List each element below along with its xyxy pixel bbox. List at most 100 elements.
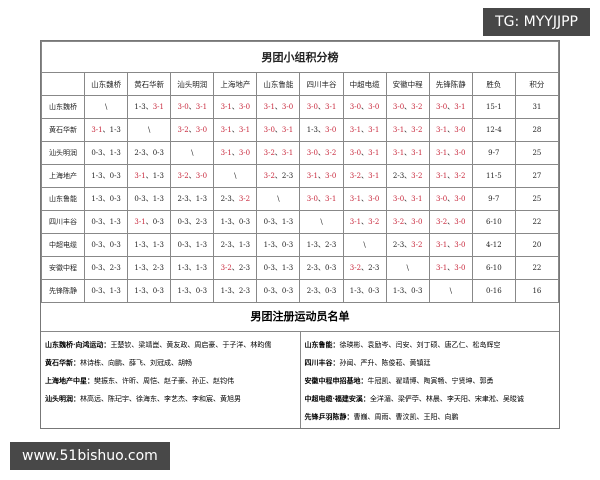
- score: 1-3: [263, 241, 275, 249]
- score: 3-1: [238, 126, 251, 134]
- roster-line: 山东鲁能：徐瑛彬、袁励岑、闫安、刘丁硕、唐乙仁、松岛辉空: [305, 336, 556, 354]
- score: 、: [145, 264, 153, 272]
- score: 0-3: [91, 264, 103, 272]
- score: 、: [361, 218, 369, 226]
- score: 、: [274, 264, 282, 272]
- roster-line: 安徽中程申招基地：牛冠凯、翟靖博、陶寅畅、宁贤坤、郭勇: [305, 372, 556, 390]
- result-cell: 1-3、2-3: [213, 279, 258, 303]
- score: 3-2: [220, 264, 232, 272]
- result-cell: 3-2、3-1: [342, 164, 387, 188]
- column-header: 汕头明润: [170, 72, 215, 96]
- score: 3-1: [220, 103, 232, 111]
- result-cell: \: [213, 164, 258, 188]
- score: 3-0: [306, 103, 318, 111]
- score: 3-1: [411, 149, 423, 157]
- score: 、: [188, 126, 196, 134]
- score: 、: [361, 103, 369, 111]
- score: 、: [188, 241, 196, 249]
- column-header: 胜负: [471, 72, 516, 96]
- roster-title: 男团注册运动员名单: [41, 303, 559, 332]
- score: 、: [404, 287, 412, 295]
- team-row: 安徽中程 0-3、2-3 1-3、2-3 1-3、1-3 3-2、2-3 0-3、1-3 2…: [40, 256, 560, 280]
- score: 2-3: [368, 264, 380, 272]
- result-cell: \: [299, 210, 344, 234]
- score: 、: [318, 264, 325, 272]
- score: 3-1: [411, 195, 423, 203]
- score: 、: [102, 195, 110, 203]
- result-cell: 1-3、3-0: [299, 118, 344, 142]
- score: 、: [231, 218, 239, 226]
- roster-team: 先锋乒羽陈静：: [304, 412, 354, 421]
- score: 3-2: [411, 172, 423, 180]
- result-cell: 3-1、3-0: [428, 233, 473, 257]
- score: 0-3: [263, 218, 275, 226]
- score: 3-0: [263, 126, 275, 134]
- score: 3-2: [263, 172, 275, 180]
- roster-left: 山东魏桥·向鸿运动：王楚钦、梁靖崑、黄友政、周启豪、于子洋、林昀儒 黄石华新：林诗…: [41, 332, 300, 428]
- result-cell: 3-0、3-0: [342, 95, 387, 119]
- points: 27: [514, 164, 560, 188]
- record: 6-10: [471, 256, 516, 280]
- score: 3-1: [325, 103, 337, 111]
- roster-players: 孙闻、严升、陈俊菘、黄镇廷: [339, 359, 431, 367]
- score: 、: [274, 172, 282, 180]
- score: 3-1: [435, 149, 448, 157]
- score: 、: [102, 126, 110, 134]
- score: 3-2: [392, 218, 405, 226]
- score: 1-3: [134, 264, 146, 272]
- result-cell: 3-0、3-1: [170, 95, 215, 119]
- score: 0-3: [152, 149, 164, 157]
- score: 3-2: [177, 172, 189, 180]
- score: 2-3: [134, 149, 146, 157]
- result-cell: 2-3、1-3: [213, 233, 258, 257]
- result-cell: 3-1、3-2: [385, 118, 430, 142]
- record: 15-1: [471, 95, 516, 119]
- score: 1-3: [134, 287, 146, 295]
- result-cell: 3-1、3-0: [299, 164, 344, 188]
- points: 25: [514, 141, 560, 165]
- score: 、: [447, 126, 455, 134]
- result-cell: 1-3、2-3: [299, 233, 344, 257]
- score: 、: [188, 195, 196, 203]
- score: 1-3: [177, 287, 189, 295]
- result-cell: 0-3、1-3: [84, 279, 129, 303]
- points: 20: [514, 233, 560, 257]
- score: 3-2: [368, 218, 380, 226]
- score: 1-3: [392, 287, 405, 295]
- result-cell: 3-1、3-0: [342, 187, 387, 211]
- team-name: 山东魏桥: [40, 95, 86, 119]
- score: 2-3: [152, 264, 164, 272]
- title-row: 男团小组积分榜: [41, 41, 559, 73]
- result-cell: 2-3、3-2: [385, 233, 430, 257]
- score: 、: [102, 149, 110, 157]
- team-name: 先锋陈静: [40, 279, 86, 303]
- score: 0-3: [91, 287, 103, 295]
- result-cell: 0-3、1-3: [170, 233, 215, 257]
- score: 、: [231, 264, 239, 272]
- score: 3-0: [325, 126, 337, 134]
- record: 6-10: [471, 210, 516, 234]
- team-row: 先锋陈静 0-3、1-3 1-3、0-3 1-3、0-3 1-3、2-3 0-3、0-3 2…: [40, 279, 560, 303]
- score: 3-1: [435, 126, 448, 134]
- result-cell: 3-1、3-0: [213, 95, 258, 119]
- points: 22: [514, 210, 560, 234]
- score: 2-3: [306, 287, 318, 295]
- result-cell: 3-1、3-0: [428, 141, 473, 165]
- score: 、: [188, 264, 196, 272]
- score: \: [320, 218, 323, 226]
- score: 3-1: [392, 149, 405, 157]
- score: 3-2: [411, 126, 423, 134]
- result-cell: 2-3、0-3: [127, 141, 172, 165]
- result-cell: 3-1、3-2: [428, 164, 473, 188]
- score: \: [191, 149, 194, 157]
- result-cell: 3-0、3-2: [385, 95, 430, 119]
- score: 3-0: [368, 103, 380, 111]
- score: 2-3: [325, 241, 337, 249]
- points: 31: [514, 95, 560, 119]
- score: 1-3: [109, 149, 121, 157]
- result-cell: 3-0、3-1: [385, 187, 430, 211]
- team-name: 山东鲁能: [40, 187, 86, 211]
- score: 1-3: [195, 195, 208, 203]
- score: 0-3: [368, 287, 380, 295]
